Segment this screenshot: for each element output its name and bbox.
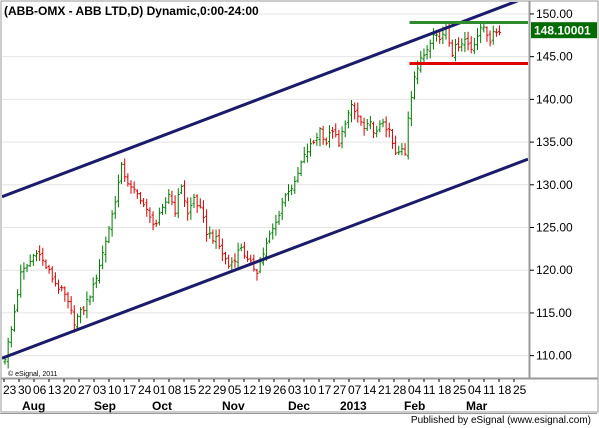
x-day-label: 11 (483, 383, 496, 397)
x-day-label: 23 (3, 383, 17, 397)
y-tick-label: 120.00 (536, 263, 573, 277)
x-day-label: 10 (108, 383, 122, 397)
x-day-label: 25 (453, 383, 467, 397)
x-day-label: 07 (348, 383, 362, 397)
copyright-text: © eSignal, 2011 (8, 370, 58, 378)
x-month-label: Aug (22, 399, 45, 413)
x-month-label: Dec (288, 399, 310, 413)
x-day-label: 12 (243, 383, 257, 397)
x-day-label: 13 (48, 383, 62, 397)
x-day-label: 21 (378, 383, 392, 397)
y-tick-label: 125.00 (536, 221, 573, 235)
x-day-label: 19 (258, 383, 272, 397)
x-day-label: 03 (288, 383, 302, 397)
x-day-label: 18 (498, 383, 512, 397)
x-day-label: 28 (393, 383, 407, 397)
x-day-label: 27 (333, 383, 347, 397)
grid-lines (2, 13, 528, 357)
x-day-label: 18 (438, 383, 452, 397)
y-tick-label: 110.00 (536, 349, 572, 363)
x-day-label: 10 (303, 383, 317, 397)
x-day-label: 29 (213, 383, 227, 397)
y-tick-label: 150.00 (536, 7, 573, 21)
last-value-label: 148.10001 (534, 24, 591, 38)
x-month-label: 2013 (340, 399, 367, 413)
last-value-badge (531, 22, 597, 39)
channel-upper-line (2, 2, 519, 199)
x-day-label: 03 (93, 383, 107, 397)
y-tick-label: 130.00 (536, 178, 573, 192)
x-day-label: 17 (123, 383, 137, 397)
price-series (3, 21, 502, 369)
x-day-label: 04 (468, 383, 482, 397)
chart-title: (ABB-OMX - ABB LTD,D) Dynamic,0:00-24:00 (4, 4, 259, 18)
y-tick-label: 115.00 (536, 306, 572, 320)
y-tick-label: 145.00 (536, 50, 573, 64)
y-tick-label: 135.00 (536, 135, 573, 149)
footer-text: Published by eSignal (www.esignal.com) (410, 415, 591, 426)
time-axis-area (0, 378, 599, 413)
x-month-label: Feb (404, 399, 425, 413)
x-day-label: 26 (273, 383, 287, 397)
channel-lower-line (2, 157, 528, 360)
x-day-label: 27 (78, 383, 92, 397)
price-chart: 110.00 115.00 120.00 125.00 130.00 135.00 140.… (0, 0, 599, 413)
y-tick-label: 140.00 (536, 92, 573, 106)
x-day-label: 14 (363, 383, 377, 397)
x-day-label: 25 (513, 383, 527, 397)
footer-bar: Published by eSignal (www.esignal.com) (0, 413, 597, 428)
x-day-label: 04 (408, 383, 422, 397)
x-day-label: 06 (33, 383, 47, 397)
time-axis: 23 30 06 13 20 27 03 10 17 24 01 08 15 22 29 05 12 19 26 03… (3, 379, 527, 413)
x-day-label: 17 (318, 383, 332, 397)
x-month-label: Oct (152, 399, 172, 413)
x-day-label: 24 (138, 383, 152, 397)
x-day-label: 30 (18, 383, 32, 397)
trend-lines (2, 2, 528, 360)
x-day-label: 08 (168, 383, 182, 397)
x-day-label: 20 (63, 383, 77, 397)
x-day-label: 05 (228, 383, 242, 397)
x-day-label: 11 (423, 383, 436, 397)
x-day-label: 22 (198, 383, 212, 397)
price-axis: 110.00 115.00 120.00 125.00 130.00 135.00 140.… (530, 7, 597, 363)
x-month-label: Sep (94, 399, 116, 413)
x-month-label: Nov (222, 399, 245, 413)
x-day-label: 15 (183, 383, 197, 397)
price-axis-area (529, 0, 599, 379)
x-day-label: 01 (153, 383, 167, 397)
x-month-label: Mar (466, 399, 488, 413)
